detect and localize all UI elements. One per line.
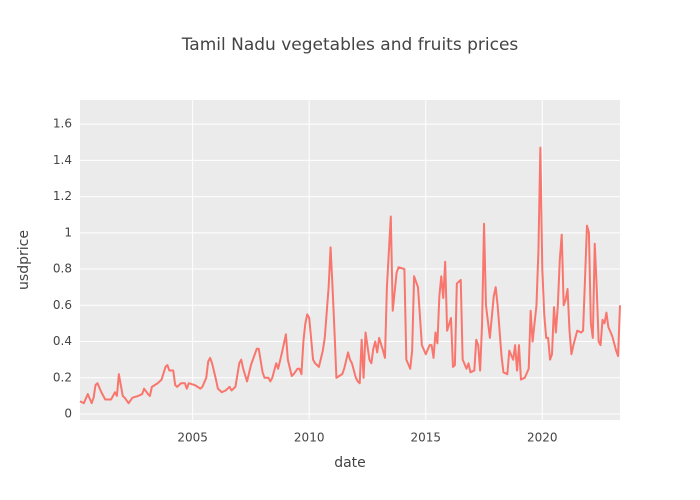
price-line	[79, 146, 621, 405]
y-tick-label: 0	[64, 407, 72, 421]
y-tick-label: 1.6	[53, 117, 72, 131]
x-tick-label: 2020	[527, 431, 558, 445]
y-tick-label: 0.4	[53, 334, 72, 348]
x-axis-label: date	[334, 455, 366, 471]
x-tick-label: 2005	[177, 431, 208, 445]
y-tick-label: 1.4	[53, 153, 72, 167]
x-tick-label: 2010	[294, 431, 325, 445]
y-tick-label: 0.6	[53, 298, 72, 312]
chart-title: Tamil Nadu vegetables and fruits prices	[181, 35, 519, 55]
plot-area	[80, 100, 620, 420]
y-tick-label: 1.2	[53, 189, 72, 203]
y-tick-label: 1	[64, 225, 72, 239]
x-tick-label: 2015	[410, 431, 441, 445]
y-tick-label: 0.8	[53, 262, 72, 276]
y-axis-label: usdprice	[16, 230, 32, 290]
y-tick-label: 0.2	[53, 370, 72, 384]
